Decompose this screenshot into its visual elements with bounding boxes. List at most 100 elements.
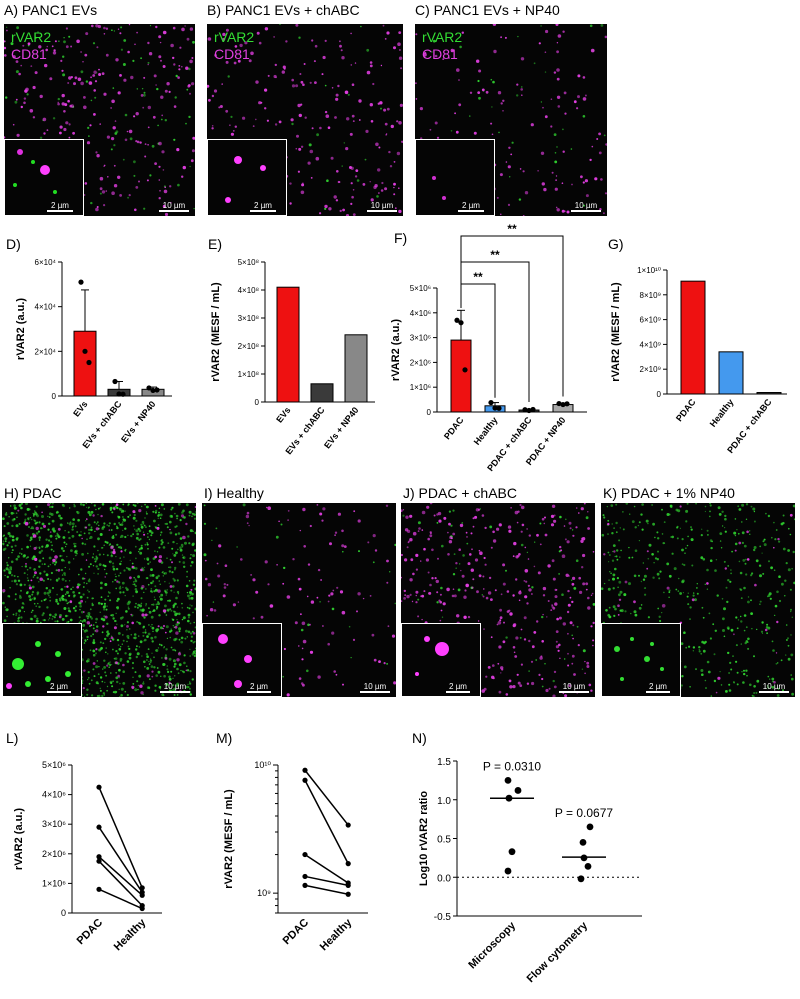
magenta-spot — [370, 198, 374, 202]
magenta-spot — [472, 578, 475, 581]
green-spot — [51, 544, 53, 547]
green-spot — [88, 532, 91, 535]
green-spot — [134, 688, 138, 692]
green-spot — [33, 510, 36, 512]
green-spot — [558, 573, 560, 575]
green-spot — [59, 554, 62, 558]
magenta-spot — [507, 203, 511, 206]
inset-spot — [424, 636, 430, 642]
green-spot — [640, 513, 643, 516]
magenta-spot — [111, 191, 115, 195]
magenta-spot — [521, 94, 523, 96]
green-spot — [99, 676, 103, 679]
green-spot — [29, 566, 32, 570]
green-spot — [59, 523, 63, 527]
green-spot — [172, 577, 175, 580]
green-spot — [106, 685, 109, 688]
magenta-spot — [454, 112, 456, 115]
green-spot — [96, 625, 99, 628]
magenta-spot — [314, 81, 317, 84]
green-spot — [173, 638, 177, 642]
green-spot — [48, 505, 52, 509]
green-spot — [38, 547, 41, 549]
y-tick-label: 1×10¹⁰ — [637, 266, 661, 275]
green-spot — [155, 674, 158, 677]
magenta-spot — [162, 169, 165, 171]
magenta-spot — [436, 136, 440, 139]
green-spot — [130, 633, 133, 636]
green-spot — [186, 591, 189, 594]
green-spot — [151, 604, 153, 606]
magenta-spot — [382, 24, 385, 27]
green-spot — [784, 595, 786, 597]
green-spot — [127, 607, 130, 610]
green-spot — [101, 680, 104, 683]
magenta-spot — [130, 613, 133, 616]
green-spot — [91, 602, 94, 605]
magenta-spot — [613, 550, 616, 553]
green-spot — [152, 510, 155, 513]
green-spot — [740, 615, 742, 618]
magenta-spot — [286, 595, 291, 599]
inset-spot — [620, 677, 624, 681]
magenta-spot — [592, 639, 595, 642]
y-tick-label: 1.5 — [437, 757, 451, 768]
magenta-spot — [168, 681, 171, 684]
magenta-spot — [571, 654, 575, 658]
green-spot — [693, 592, 695, 594]
green-spot — [511, 141, 514, 144]
green-spot — [691, 564, 694, 567]
magenta-spot — [472, 525, 475, 528]
magenta-spot — [439, 619, 442, 622]
green-spot — [714, 629, 717, 632]
magenta-spot — [158, 179, 161, 181]
green-spot — [87, 126, 90, 129]
green-spot — [685, 520, 688, 523]
green-spot — [120, 624, 124, 628]
data-point — [526, 407, 532, 414]
green-spot — [26, 577, 29, 579]
magenta-spot — [81, 537, 83, 540]
magenta-spot — [218, 106, 221, 109]
inset-scale-bar: 2 µm — [247, 682, 271, 693]
green-spot — [64, 566, 66, 569]
green-spot — [180, 636, 184, 640]
magenta-spot — [499, 608, 502, 612]
green-spot — [49, 564, 52, 566]
magenta-spot — [316, 504, 319, 506]
green-spot — [4, 513, 8, 516]
green-spot — [13, 575, 16, 577]
magenta-spot — [147, 105, 151, 110]
magenta-spot — [68, 136, 71, 139]
green-spot — [142, 523, 145, 525]
green-spot — [753, 655, 755, 658]
green-spot — [187, 535, 190, 538]
magenta-spot — [502, 110, 504, 112]
magenta-spot — [458, 548, 461, 551]
green-spot — [736, 627, 739, 630]
green-spot — [26, 534, 29, 537]
green-spot — [188, 542, 191, 545]
green-spot — [533, 62, 536, 65]
green-spot — [147, 583, 150, 586]
y-tick-label: 1×10⁶ — [42, 878, 66, 888]
green-spot — [165, 522, 168, 525]
green-spot — [772, 649, 775, 652]
magenta-spot — [365, 129, 369, 133]
green-spot — [324, 207, 327, 210]
green-spot — [104, 564, 107, 568]
green-spot — [26, 507, 30, 511]
green-spot — [176, 684, 179, 687]
green-spot — [172, 618, 175, 621]
magenta-spot — [99, 187, 103, 191]
green-spot — [3, 569, 6, 572]
channel-label-rvar2: rVAR2 — [422, 29, 463, 45]
green-spot — [776, 590, 779, 594]
magenta-spot — [541, 677, 544, 681]
green-spot — [554, 160, 558, 164]
green-spot — [640, 604, 643, 606]
magenta-spot — [541, 640, 544, 643]
green-spot — [356, 179, 360, 182]
green-spot — [452, 509, 455, 512]
green-spot — [95, 508, 97, 511]
